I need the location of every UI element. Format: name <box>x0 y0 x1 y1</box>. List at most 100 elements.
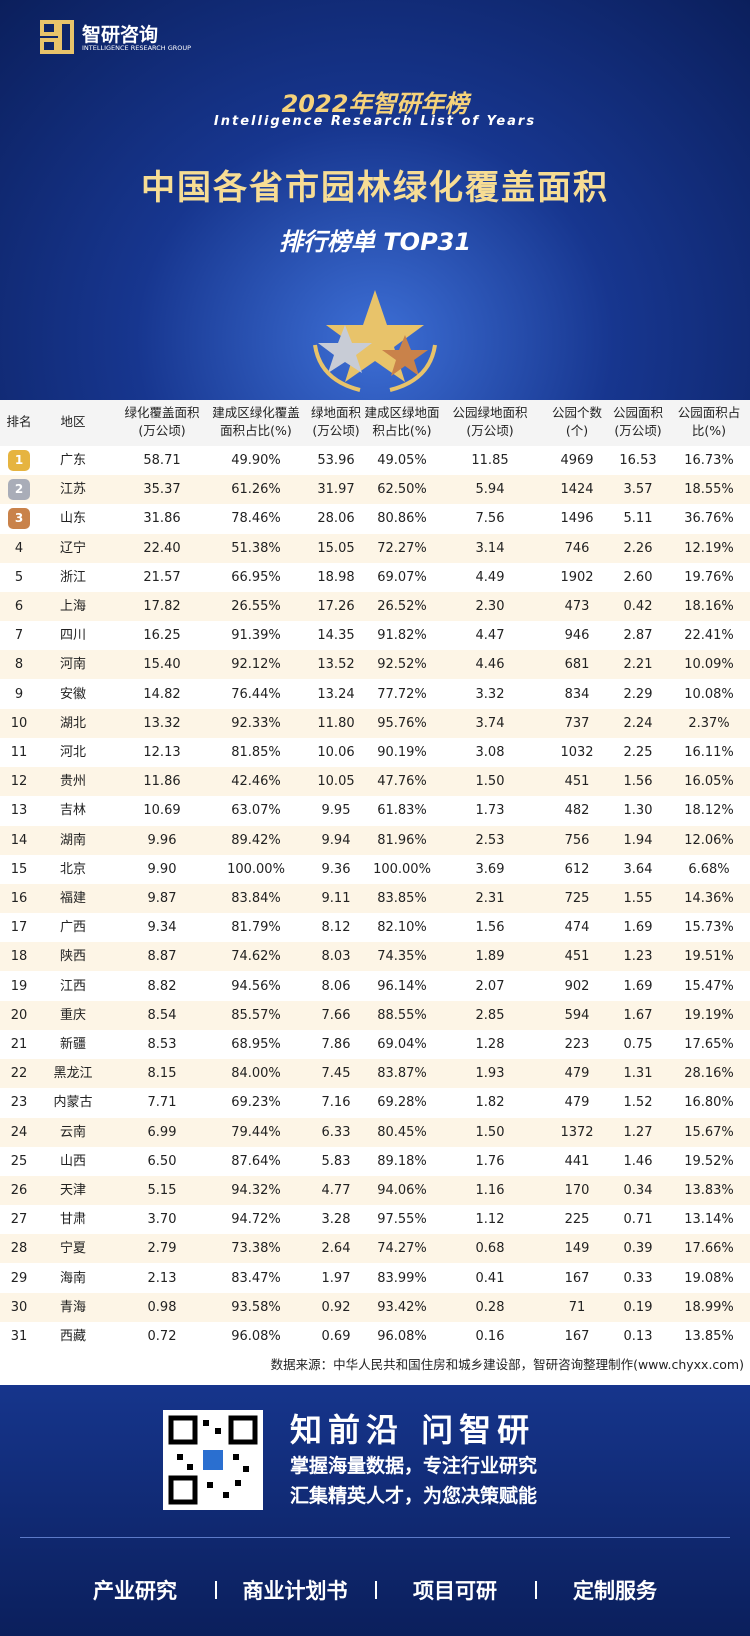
slogan-line: 汇集精英人才，为您决策赋能 <box>290 1485 538 1507</box>
cell-value: 10.08% <box>684 686 734 702</box>
cell-value: 10.05 <box>317 774 355 790</box>
cell-value: 0.33 <box>623 1270 653 1286</box>
column-header: 地区 <box>60 413 85 431</box>
cell-value: 5.15 <box>147 1183 177 1198</box>
cell-value: 2.53 <box>475 832 505 848</box>
main-title: 中国各省市园林绿化覆盖面积 <box>141 168 609 208</box>
cell-value: 1.82 <box>475 1095 505 1111</box>
cell-value: 223 <box>564 1037 590 1052</box>
cell-value: 1.30 <box>623 803 653 819</box>
service-item: 产业研究 <box>93 1579 177 1603</box>
cell-value: 1.50 <box>475 774 505 790</box>
table-row: 5 浙江 21.57 66.95% 18.98 69.07% 4.49 1902 2.60 19.… <box>0 562 750 592</box>
cell-value: 8.06 <box>321 978 351 994</box>
cell-value: 4.47 <box>475 628 505 644</box>
region: 辽宁 <box>59 540 87 556</box>
cell-value: 3.28 <box>321 1212 351 1228</box>
cell-value: 16.80% <box>684 1095 734 1111</box>
cell-value: 5.94 <box>475 482 505 498</box>
cell-value: 1.69 <box>623 978 653 994</box>
cell-value: 28.16% <box>684 1066 734 1082</box>
table-row: 24 云南 6.99 79.44% 6.33 80.45% 1.50 1372 1.27 15.6… <box>0 1117 750 1147</box>
cell-value: 80.45% <box>377 1124 427 1140</box>
region: 江苏 <box>59 482 87 498</box>
cell-value: 1.23 <box>623 949 653 965</box>
rank-badge: 2 <box>8 479 30 501</box>
cell-value: 0.72 <box>147 1329 177 1344</box>
cell-value: 167 <box>564 1270 590 1286</box>
cell-value: 47.76% <box>377 774 427 790</box>
rank: 21 <box>10 1037 28 1052</box>
cell-value: 149 <box>564 1241 590 1257</box>
cell-value: 61.83% <box>377 803 427 819</box>
cell-value: 2.29 <box>623 686 653 702</box>
cell-value: 76.44% <box>231 686 281 702</box>
cell-value: 1.27 <box>623 1124 653 1140</box>
column-header: 绿化覆盖面积 (万公顷) <box>124 404 199 440</box>
cell-value: 1.56 <box>475 920 505 936</box>
cell-value: 49.90% <box>231 453 281 468</box>
rank: 18 <box>10 949 28 965</box>
cell-value: 94.32% <box>231 1183 281 1198</box>
cell-value: 69.28% <box>377 1095 427 1111</box>
table-row: 7 四川 16.25 91.39% 14.35 91.82% 4.47 946 2.87 22.4… <box>0 621 750 651</box>
cell-value: 2.60 <box>623 569 653 585</box>
cell-value: 13.24 <box>317 686 355 702</box>
slogan-line: 掌握海量数据，专注行业研究 <box>290 1455 538 1477</box>
year-title: 2022年智研年榜 <box>281 90 469 118</box>
cell-value: 61.26% <box>231 482 281 498</box>
cell-value: 1372 <box>560 1124 594 1140</box>
cell-value: 2.24 <box>623 715 653 731</box>
cell-value: 81.85% <box>231 745 281 760</box>
cell-value: 2.07 <box>475 978 505 994</box>
cell-value: 2.30 <box>475 599 505 614</box>
cell-value: 17.65% <box>684 1037 734 1052</box>
cell-value: 91.39% <box>231 628 281 644</box>
cell-value: 474 <box>564 920 590 936</box>
cell-value: 74.35% <box>377 949 427 965</box>
logo-subtext: INTELLIGENCE RESEARCH GROUP <box>82 44 192 52</box>
cell-value: 4.49 <box>475 569 505 585</box>
cell-value: 16.05% <box>684 774 734 790</box>
cell-value: 17.66% <box>684 1241 734 1257</box>
cell-value: 11.86 <box>143 774 181 790</box>
cell-value: 58.71 <box>143 453 181 468</box>
table-row: 26 天津 5.15 94.32% 4.77 94.06% 1.16 170 0.34 13.83… <box>0 1176 750 1205</box>
table-row: 21 新疆 8.53 68.95% 7.86 69.04% 1.28 223 0.75 17.65… <box>0 1030 750 1059</box>
header-line: (万公顷) <box>312 423 360 438</box>
cell-value: 737 <box>564 715 590 731</box>
cell-value: 18.55% <box>684 482 734 498</box>
region: 上海 <box>59 599 87 614</box>
region: 广西 <box>59 920 87 936</box>
header-line: 积占比(%) <box>372 423 432 438</box>
rank: 4 <box>14 540 24 556</box>
table-row: 17 广西 9.34 81.79% 8.12 82.10% 1.56 474 1.69 15.73… <box>0 913 750 943</box>
cell-value: 19.19% <box>684 1007 734 1023</box>
column-header: 排名 <box>6 413 31 431</box>
header-line: (个) <box>565 423 589 438</box>
cell-value: 28.06 <box>317 511 355 527</box>
cell-value: 15.47% <box>684 978 734 994</box>
cell-value: 0.34 <box>623 1183 653 1198</box>
cell-value: 15.73% <box>684 920 734 936</box>
region: 海南 <box>59 1270 87 1286</box>
cell-value: 479 <box>564 1066 590 1082</box>
region: 西藏 <box>59 1329 87 1344</box>
cell-value: 1.31 <box>623 1066 653 1082</box>
cell-value: 19.76% <box>684 569 734 585</box>
cell-value: 51.38% <box>231 540 281 556</box>
source-note: 数据来源：中华人民共和国住房和城乡建设部，智研咨询整理制作(www.chyxx.… <box>270 1357 744 1372</box>
cell-value: 2.25 <box>623 745 653 760</box>
cell-value: 10.06 <box>317 745 355 760</box>
cell-value: 13.14% <box>684 1212 734 1228</box>
cell-value: 13.32 <box>143 715 181 731</box>
region: 宁夏 <box>59 1241 87 1257</box>
rank-badge: 1 <box>8 450 30 471</box>
region: 河北 <box>59 745 87 760</box>
cell-value: 19.51% <box>684 949 734 965</box>
cell-value: 12.06% <box>684 832 734 848</box>
cell-value: 2.13 <box>147 1270 177 1286</box>
cell-value: 746 <box>564 540 590 556</box>
cell-value: 1.56 <box>623 774 653 790</box>
separator <box>215 1581 217 1599</box>
